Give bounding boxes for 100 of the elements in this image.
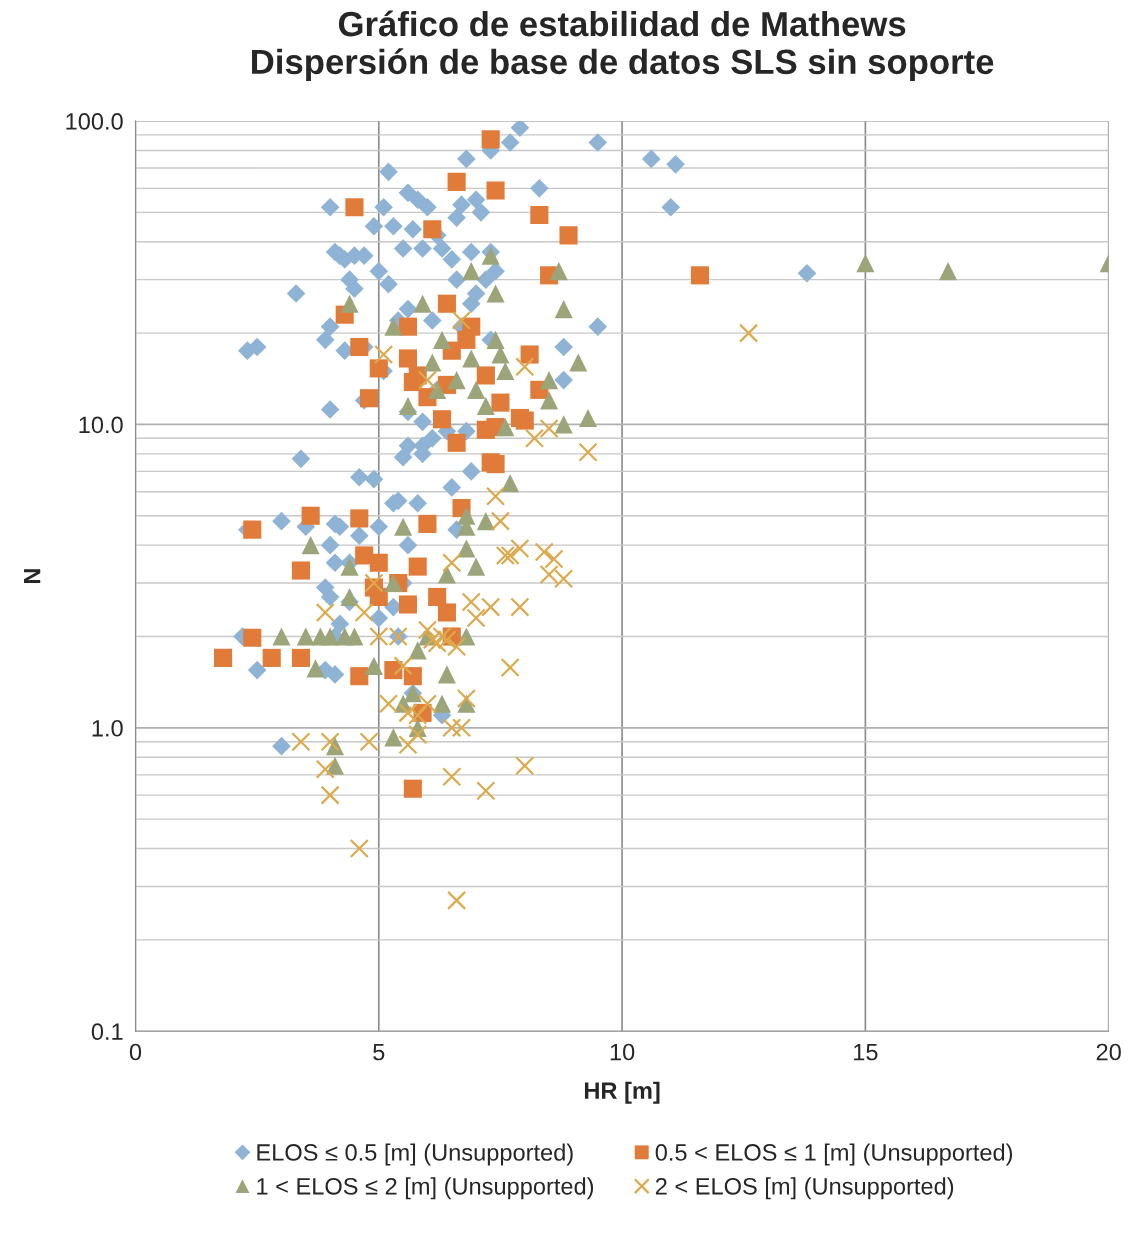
point <box>355 546 374 565</box>
legend-label: 0.5 < ELOS ≤ 1 [m] (Unsupported) <box>655 1143 1013 1166</box>
point <box>461 592 481 612</box>
point <box>291 648 310 667</box>
point <box>428 587 447 607</box>
point <box>384 574 403 593</box>
point <box>485 486 506 506</box>
point <box>408 724 428 745</box>
point <box>403 779 422 798</box>
point <box>540 391 559 410</box>
point <box>578 408 598 428</box>
point <box>457 539 476 558</box>
point <box>417 370 438 390</box>
point <box>466 608 486 628</box>
point <box>481 246 500 265</box>
point <box>467 380 486 399</box>
point <box>350 337 369 357</box>
point <box>481 453 500 472</box>
point <box>301 506 320 525</box>
point <box>467 557 486 576</box>
y-axis-title: N <box>24 569 41 584</box>
legend-label: ELOS ≤ 0.5 [m] (Unsupported) <box>257 1143 573 1166</box>
point <box>437 665 456 684</box>
point <box>501 474 520 493</box>
y-tick-label: 0.1 <box>91 1023 123 1041</box>
point <box>549 262 568 281</box>
point <box>496 361 515 381</box>
point <box>456 688 476 709</box>
point <box>451 310 472 331</box>
point <box>476 512 495 531</box>
point <box>690 266 709 285</box>
point <box>398 317 418 336</box>
point <box>554 300 573 319</box>
point <box>403 372 422 392</box>
point <box>539 418 559 439</box>
point <box>544 549 564 569</box>
point <box>301 536 320 555</box>
point <box>451 718 472 738</box>
point <box>437 294 456 313</box>
point <box>738 323 759 343</box>
point <box>384 317 403 336</box>
point <box>500 545 520 566</box>
point <box>476 396 495 416</box>
point <box>437 603 456 622</box>
legend-label: 1 < ELOS ≤ 2 [m] (Unsupported) <box>257 1177 594 1200</box>
point <box>393 656 413 676</box>
point <box>569 353 588 372</box>
point <box>408 557 427 576</box>
x-tick-label: 15 <box>854 1043 878 1061</box>
point <box>345 627 364 646</box>
point <box>423 353 442 372</box>
point <box>369 553 388 572</box>
point <box>417 620 438 640</box>
point <box>369 359 388 378</box>
point <box>306 659 325 678</box>
point <box>447 433 466 452</box>
point <box>403 667 422 686</box>
point <box>243 520 262 539</box>
point <box>578 442 598 462</box>
point <box>296 627 315 646</box>
point <box>495 545 515 566</box>
point <box>510 538 530 559</box>
point <box>539 564 559 585</box>
point <box>291 732 311 752</box>
point <box>490 511 511 531</box>
point <box>486 330 505 349</box>
y-tick-label: 1.0 <box>92 719 123 737</box>
point <box>423 220 442 239</box>
point <box>398 396 418 416</box>
point <box>384 728 403 747</box>
point <box>359 732 379 752</box>
x-tick-label: 5 <box>373 1043 385 1061</box>
point <box>515 357 535 377</box>
chart-title: Gráfico de estabilidad de Mathews Dispersión de base de datos SLS sin soporte <box>252 10 994 82</box>
point <box>515 756 535 776</box>
point <box>457 330 476 349</box>
point <box>378 694 399 714</box>
point <box>540 371 559 390</box>
point <box>496 418 515 437</box>
point <box>510 597 530 617</box>
point <box>350 667 369 686</box>
point <box>340 557 359 576</box>
point <box>856 254 875 273</box>
point <box>408 641 427 660</box>
x-tick-label: 20 <box>1096 1043 1121 1061</box>
point <box>520 345 539 364</box>
x-axis-title: HR [m] <box>584 1081 660 1104</box>
x-tick-label: 10 <box>610 1043 635 1061</box>
point <box>413 294 432 313</box>
point <box>364 573 384 593</box>
point <box>272 627 291 646</box>
point <box>427 633 447 653</box>
point <box>530 205 549 225</box>
point <box>462 349 481 368</box>
point <box>320 732 340 752</box>
point <box>462 262 481 281</box>
point <box>554 569 574 589</box>
point <box>398 703 418 723</box>
point <box>432 626 452 647</box>
point <box>476 366 495 385</box>
